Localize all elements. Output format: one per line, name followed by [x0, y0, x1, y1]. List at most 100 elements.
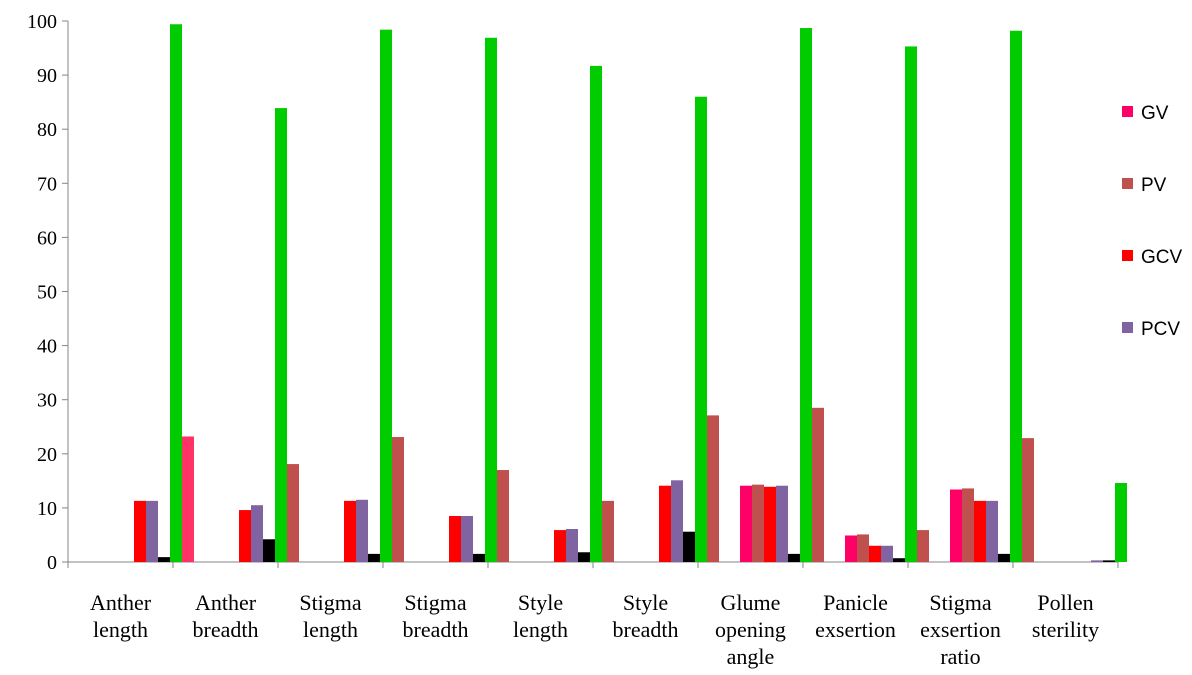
bar-pv-cat-7 — [752, 484, 764, 562]
bar-gcv-cat-2 — [239, 510, 251, 562]
bar-pcv-cat-2 — [251, 505, 263, 562]
bar-pv-cat-8 — [857, 534, 869, 562]
bar-series-6-cat-5 — [590, 65, 602, 562]
category-label-line: exsertion — [920, 617, 1001, 642]
bar-gv-cat-7 — [740, 485, 752, 562]
bar-gcv-cat-9 — [974, 500, 986, 562]
bar-gcv-cat-4 — [449, 516, 461, 562]
y-tick-label: 0 — [47, 552, 57, 574]
y-tick-label: 60 — [37, 227, 57, 249]
bar-series-7-cat-7 — [812, 407, 824, 562]
y-tick-label: 70 — [37, 173, 57, 195]
category-label-line: angle — [727, 644, 775, 669]
category-label-line: opening — [715, 617, 786, 642]
legend-swatch-gv — [1122, 106, 1133, 117]
bar-series-6-cat-9 — [1010, 30, 1022, 563]
y-tick-label: 50 — [37, 282, 57, 304]
category-label-line: breadth — [193, 617, 259, 642]
y-tick-labels: 0 10 20 30 40 50 60 70 80 90 100 — [27, 11, 57, 574]
bar-series-6-cat-10 — [1115, 483, 1127, 562]
legend-label-pv: PV — [1141, 175, 1167, 196]
category-label-line: ratio — [940, 644, 980, 669]
y-tick-label: 90 — [37, 65, 57, 87]
category-label-line: Stigma — [299, 590, 362, 615]
y-tick-label: 100 — [27, 11, 57, 33]
bar-series-6-cat-3 — [380, 29, 392, 562]
bar-pv-cat-9 — [962, 488, 974, 562]
bar-series-5-cat-3 — [368, 553, 380, 562]
bar-gcv-cat-7 — [764, 486, 776, 562]
bar-gv-cat-8 — [845, 535, 857, 562]
bar-series-6-cat-7 — [800, 28, 812, 562]
category-label: Glume opening angle — [715, 590, 786, 669]
category-label-line: length — [93, 617, 148, 642]
bar-series-5-cat-10 — [1103, 560, 1115, 562]
category-label: Stigma breadth — [403, 590, 469, 642]
category-label-line: length — [513, 617, 568, 642]
bar-pcv-cat-3 — [356, 499, 368, 562]
bar-gcv-cat-8 — [869, 545, 881, 562]
legend-swatch-pcv — [1122, 322, 1133, 333]
category-label-line: Panicle — [823, 590, 888, 615]
category-label: Stigma length — [299, 590, 362, 642]
bar-series-6-cat-4 — [485, 37, 497, 563]
bar-gcv-cat-1 — [134, 500, 146, 562]
category-label-line: Style — [518, 590, 563, 615]
bar-pcv-cat-1 — [146, 500, 158, 562]
y-tick-label: 30 — [37, 390, 57, 412]
category-label-line: Glume — [721, 590, 781, 615]
bar-series-5-cat-7 — [788, 553, 800, 562]
bar-series-7-cat-6 — [707, 415, 719, 562]
bar-series-7-cat-8 — [917, 530, 929, 562]
bar-series-7-cat-1 — [182, 436, 194, 562]
category-label: Style length — [513, 590, 568, 642]
legend: GV PV GCV PCV — [1122, 103, 1183, 340]
bar-series-7-cat-4 — [497, 470, 509, 562]
bar-series-5-cat-1 — [158, 557, 170, 562]
bar-pcv-cat-10 — [1091, 560, 1103, 562]
category-label-line: Anther — [195, 590, 257, 615]
y-tick-label: 20 — [37, 444, 57, 466]
category-label: Stigma exsertion ratio — [920, 590, 1001, 669]
bar-series-6-cat-2 — [275, 108, 287, 562]
category-label-line: Stigma — [404, 590, 467, 615]
bars — [134, 24, 1127, 563]
legend-swatch-pv — [1122, 178, 1133, 189]
category-label-line: Style — [623, 590, 668, 615]
legend-label-gcv: GCV — [1141, 247, 1183, 268]
category-label-line: Anther — [90, 590, 152, 615]
bar-gcv-cat-3 — [344, 500, 356, 562]
bar-series-7-cat-9 — [1022, 438, 1034, 562]
legend-label-gv: GV — [1141, 103, 1169, 124]
category-label-line: breadth — [403, 617, 469, 642]
bar-series-5-cat-6 — [683, 531, 695, 562]
bar-pcv-cat-4 — [461, 516, 473, 562]
bar-series-6-cat-8 — [905, 46, 917, 562]
bar-gcv-cat-6 — [659, 485, 671, 562]
category-label-line: Pollen — [1037, 590, 1093, 615]
bar-pcv-cat-7 — [776, 485, 788, 562]
bar-pcv-cat-5 — [566, 528, 578, 562]
bar-series-5-cat-4 — [473, 553, 485, 562]
bar-pcv-cat-6 — [671, 480, 683, 562]
category-label-line: sterility — [1032, 617, 1099, 642]
category-label: Style breadth — [613, 590, 679, 642]
category-label-line: breadth — [613, 617, 679, 642]
category-label-line: length — [303, 617, 358, 642]
y-tick-label: 80 — [37, 119, 57, 141]
bar-series-7-cat-5 — [602, 500, 614, 562]
category-label: Anther length — [90, 590, 152, 642]
bar-series-6-cat-1 — [170, 24, 182, 563]
bar-series-5-cat-2 — [263, 539, 275, 562]
bar-series-5-cat-5 — [578, 552, 590, 562]
category-label-line: Stigma — [929, 590, 992, 615]
category-label: Anther breadth — [193, 590, 259, 642]
y-tick-label: 10 — [37, 498, 57, 520]
bar-pcv-cat-9 — [986, 500, 998, 562]
bar-series-7-cat-3 — [392, 437, 404, 562]
bar-series-6-cat-6 — [695, 96, 707, 563]
legend-swatch-gcv — [1122, 250, 1133, 261]
bar-pcv-cat-8 — [881, 545, 893, 562]
